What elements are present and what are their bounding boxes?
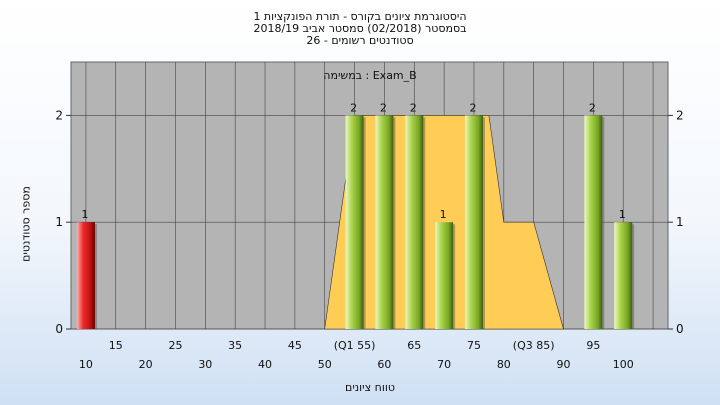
y-tick-label-right: 2 (676, 108, 684, 122)
x-tick-label-lower: 80 (497, 358, 511, 371)
chart-subtitle: בסמסטר (02/2018) סמסטר אביב 2018/19 (253, 22, 467, 35)
x-tick-label-lower: 20 (139, 358, 153, 371)
bar-value-label: 2 (350, 101, 357, 114)
x-tick-label-upper: 75 (467, 339, 481, 352)
histogram-bar (614, 222, 633, 329)
y-tick-label-left: 2 (55, 108, 63, 122)
x-tick-label-lower: 60 (377, 358, 391, 371)
bar-value-label: 1 (81, 208, 88, 221)
x-tick-label-upper: 45 (288, 339, 302, 352)
y-tick-label-left: 1 (55, 215, 63, 229)
y-tick-label-right: 1 (676, 215, 684, 229)
x-tick-label-lower: 90 (557, 358, 571, 371)
x-tick-label-lower: 10 (79, 358, 93, 371)
bar-value-label: 1 (619, 208, 626, 221)
legend-label: Exam_B : במשימה (323, 69, 416, 82)
y-axis-label: מספר סטודנטים (19, 186, 33, 262)
bar-value-label: 2 (380, 101, 387, 114)
x-tick-label-upper: 95 (586, 339, 600, 352)
x-tick-label-upper: 35 (228, 339, 242, 352)
histogram-bar (405, 115, 424, 330)
histogram-bar (76, 222, 95, 329)
bar-value-label: 2 (589, 101, 596, 114)
x-tick-label-upper: 25 (168, 339, 182, 352)
x-tick-label-lower: 30 (198, 358, 212, 371)
x-tick-label-upper: 15 (109, 339, 123, 352)
histogram-bar (584, 115, 603, 330)
bar-value-label: 1 (440, 208, 447, 221)
x-tick-label-upper: (Q3 85) (513, 339, 555, 352)
y-tick-label-right: 0 (676, 322, 684, 336)
x-tick-label-upper: (Q1 55) (334, 339, 376, 352)
y-tick-label-left: 0 (55, 322, 63, 336)
x-tick-label-lower: 100 (613, 358, 634, 371)
x-axis-label: טווח ציונים (345, 381, 395, 394)
x-tick-label-upper: 65 (407, 339, 421, 352)
histogram-bar (375, 115, 394, 330)
x-tick-label-lower: 70 (437, 358, 451, 371)
bar-value-label: 2 (410, 101, 417, 114)
chart-subtitle-registered: סטודנטים רשומים - 26 (306, 34, 414, 47)
histogram-bar (345, 115, 364, 330)
bar-value-label: 2 (469, 101, 476, 114)
histogram-bar (435, 222, 454, 329)
chart-titles: היסטוגרמת ציונים בקורס - תורת הפונקציות … (0, 11, 720, 47)
histogram-bar (464, 115, 483, 330)
x-tick-label-lower: 50 (318, 358, 332, 371)
x-tick-label-lower: 40 (258, 358, 272, 371)
chart-title: היסטוגרמת ציונים בקורס - תורת הפונקציות … (253, 10, 467, 23)
